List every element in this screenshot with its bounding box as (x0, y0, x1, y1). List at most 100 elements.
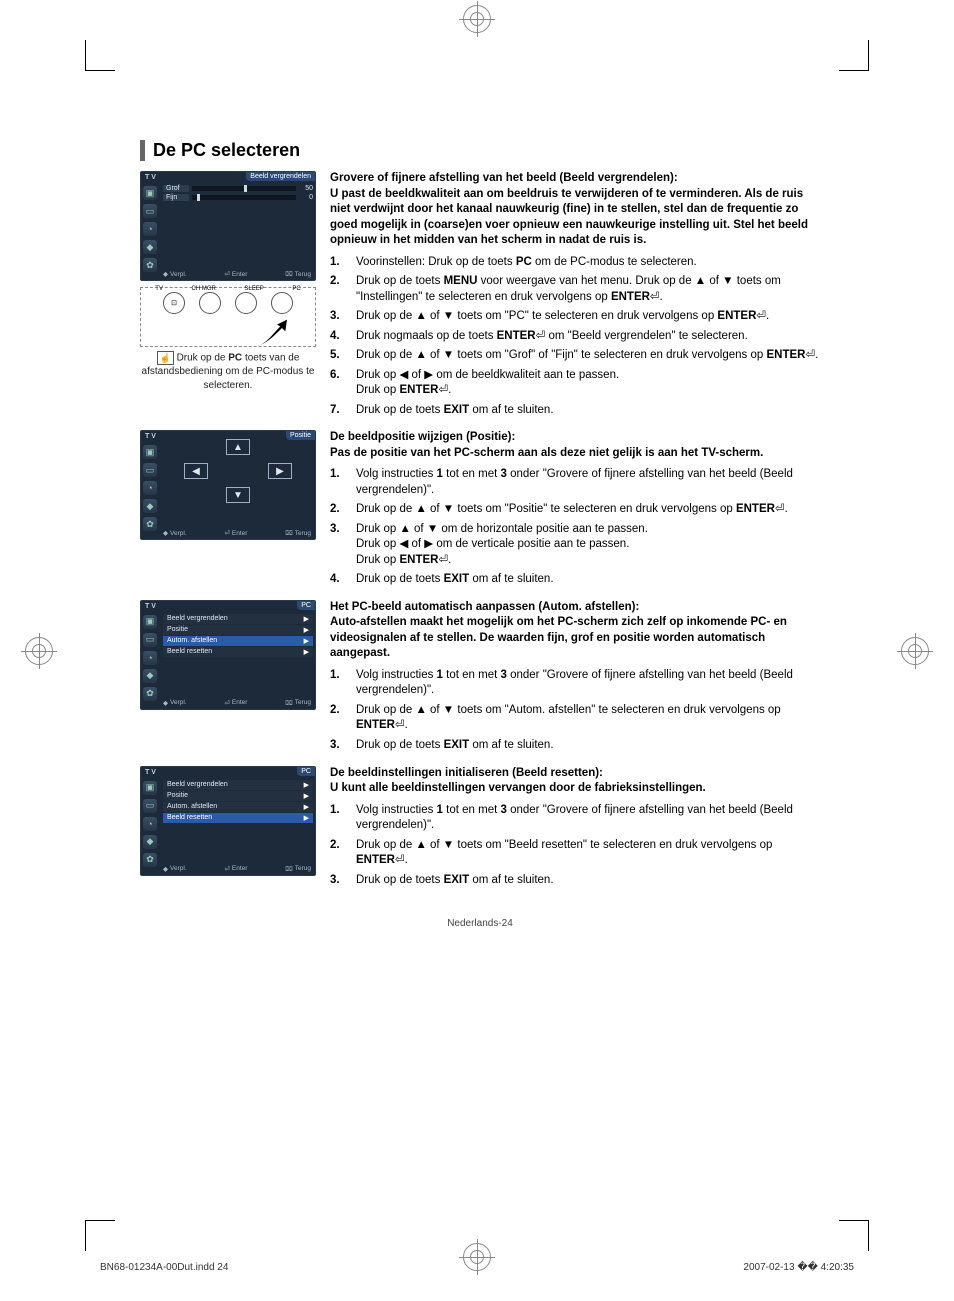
page-title: De PC selecteren (153, 140, 300, 161)
step-number: 2. (330, 838, 356, 869)
step-text: Druk op de ▲ of ▼ toets om "PC" te selec… (356, 309, 820, 325)
step-text: Volg instructies 1 tot en met 3 onder "G… (356, 803, 820, 834)
step-item: 3.Druk op de toets EXIT om af te sluiten… (330, 738, 820, 754)
step-item: 1.Volg instructies 1 tot en met 3 onder … (330, 668, 820, 699)
osd-menu-item: Beeld resetten ▶ (163, 813, 313, 823)
crop-mark (85, 70, 115, 71)
step-item: 1.Volg instructies 1 tot en met 3 onder … (330, 803, 820, 834)
page-content: De PC selecteren T V Beeld vergrendelen … (140, 140, 820, 929)
page-footer: Nederlands-24 (140, 918, 820, 929)
osd-menu-label: Autom. afstellen (167, 803, 217, 810)
step-item: 2.Druk op de ▲ of ▼ toets om "Autom. afs… (330, 703, 820, 734)
osd-screenshot-pc-menu-reset: T V PC ▣ ▭ ◔ ◆ ✿ Beeld vergrendelen▶Posi… (140, 766, 316, 876)
timer-icon: ◔ (143, 651, 157, 665)
step-number: 2. (330, 274, 356, 305)
section-intro: De beeldpositie wijzigen (Positie):Pas d… (330, 430, 820, 461)
step-item: 3.Druk op ▲ of ▼ om de horizontale posit… (330, 522, 820, 569)
step-item: 2.Druk op de ▲ of ▼ toets om "Beeld rese… (330, 838, 820, 869)
osd-screenshot-position: T V Positie ▣ ▭ ◔ ◆ ✿ ▲ ◀▶ ▼ ◆ Verpl. ⏎ … (140, 430, 316, 540)
picture-icon: ▣ (143, 186, 157, 200)
step-item: 3.Druk op de toets EXIT om af te sluiten… (330, 873, 820, 889)
step-text: Druk op de toets EXIT om af te sluiten. (356, 572, 820, 588)
step-text: Druk op de ▲ of ▼ toets om "Positie" te … (356, 502, 820, 518)
step-number: 2. (330, 502, 356, 518)
osd-slider-row: Fijn0 (163, 194, 313, 201)
slider-knob (244, 185, 247, 192)
section-intro: Grovere of fijnere afstelling van het be… (330, 171, 820, 249)
press-icon: ☝ (157, 351, 174, 365)
chevron-right-icon: ▶ (304, 781, 309, 789)
osd-screenshot-image-lock: T V Beeld vergrendelen ▣ ▭ ◔ ◆ ✿ Grof50F… (140, 171, 316, 281)
position-grid: ▲ ◀▶ ▼ (163, 436, 313, 506)
crop-mark (839, 70, 869, 71)
timer-icon: ◔ (143, 222, 157, 236)
arrow-right-icon: ▶ (268, 463, 292, 479)
osd-menu-label: Beeld vergrendelen (167, 615, 228, 622)
step-text: Voorinstellen: Druk op de toets PC om de… (356, 255, 820, 271)
osd-side-icons: ▣ ▭ ◔ ◆ ✿ (143, 186, 157, 272)
osd-menu-label: Positie (167, 626, 188, 633)
section-auto-adjust: T V PC ▣ ▭ ◔ ◆ ✿ Beeld vergrendelen▶Posi… (140, 600, 820, 758)
step-number: 4. (330, 572, 356, 588)
chevron-right-icon: ▶ (304, 637, 309, 645)
chevron-right-icon: ▶ (304, 792, 309, 800)
section-intro: Het PC-beeld automatisch aanpassen (Auto… (330, 600, 820, 662)
step-number: 1. (330, 668, 356, 699)
osd-menu-list: Beeld vergrendelen▶Positie▶Autom. afstel… (163, 770, 313, 823)
step-text: Druk nogmaals op de toets ENTER⏎ om "Bee… (356, 329, 820, 345)
step-text: Druk op de toets EXIT om af te sluiten. (356, 738, 820, 754)
osd-menu-list: Beeld vergrendelen▶Positie▶Autom. afstel… (163, 604, 313, 657)
step-item: 4.Druk nogmaals op de toets ENTER⏎ om "B… (330, 329, 820, 345)
input-icon: ✿ (143, 258, 157, 272)
tv-button-icon: ⊡ (163, 292, 185, 314)
step-item: 1.Volg instructies 1 tot en met 3 onder … (330, 467, 820, 498)
step-text: Druk op ◀ of ▶ om de beeldkwaliteit aan … (356, 368, 820, 399)
step-list: 1.Volg instructies 1 tot en met 3 onder … (330, 803, 820, 889)
crop-mark (85, 40, 86, 70)
osd-menu-item: Beeld vergrendelen ▶ (163, 780, 313, 790)
step-number: 5. (330, 348, 356, 364)
step-item: 4.Druk op de toets EXIT om af te sluiten… (330, 572, 820, 588)
section-image-lock: T V Beeld vergrendelen ▣ ▭ ◔ ◆ ✿ Grof50F… (140, 171, 820, 422)
step-item: 2.Druk op de ▲ of ▼ toets om "Positie" t… (330, 502, 820, 518)
osd-menu-item: Beeld resetten▶ (163, 647, 313, 657)
setup-icon: ◆ (143, 499, 157, 513)
crop-mark (85, 1221, 86, 1251)
setup-icon: ◆ (143, 669, 157, 683)
arrow-left-icon: ◀ (184, 463, 208, 479)
picture-icon: ▣ (143, 615, 157, 629)
osd-menu-item: Positie▶ (163, 625, 313, 635)
osd-menu-item: Beeld vergrendelen ▶ (163, 614, 313, 624)
input-icon: ✿ (143, 853, 157, 867)
step-number: 4. (330, 329, 356, 345)
osd-menu-label: Beeld resetten (167, 814, 212, 821)
sound-icon: ▭ (143, 463, 157, 477)
chevron-right-icon: ▶ (304, 814, 309, 822)
slider-value: 50 (299, 185, 313, 192)
step-text: Druk op de toets EXIT om af te sluiten. (356, 873, 820, 889)
sleep-button-icon (235, 292, 257, 314)
osd-slider-row: Grof50 (163, 185, 313, 192)
step-number: 6. (330, 368, 356, 399)
step-text: Druk op de toets EXIT om af te sluiten. (356, 403, 820, 419)
step-item: 7.Druk op de toets EXIT om af te sluiten… (330, 403, 820, 419)
crop-mark (85, 1220, 115, 1221)
step-text: Druk op ▲ of ▼ om de horizontale positie… (356, 522, 820, 569)
step-number: 1. (330, 803, 356, 834)
chmgr-button-icon (199, 292, 221, 314)
osd-screenshot-pc-menu-auto: T V PC ▣ ▭ ◔ ◆ ✿ Beeld vergrendelen▶Posi… (140, 600, 316, 710)
chevron-right-icon: ▶ (304, 615, 309, 623)
step-text: Druk op de toets MENU voor weergave van … (356, 274, 820, 305)
step-number: 3. (330, 309, 356, 325)
section-intro: De beeldinstellingen initialiseren (Beel… (330, 766, 820, 797)
sound-icon: ▭ (143, 633, 157, 647)
picture-icon: ▣ (143, 445, 157, 459)
pc-button-icon (271, 292, 293, 314)
crop-mark (868, 1221, 869, 1251)
sound-icon: ▭ (143, 799, 157, 813)
osd-menu-item: Positie▶ (163, 791, 313, 801)
step-list: 1.Volg instructies 1 tot en met 3 onder … (330, 467, 820, 588)
osd-menu-label: Beeld vergrendelen (167, 781, 228, 788)
osd-menu-item: Autom. afstellen▶ (163, 802, 313, 812)
page-heading: De PC selecteren (140, 140, 820, 161)
